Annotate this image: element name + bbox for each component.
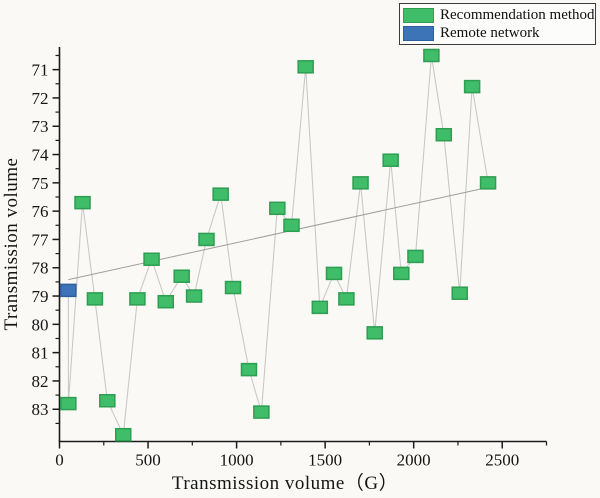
legend-swatch-blue bbox=[403, 25, 434, 41]
data-point-recommendation bbox=[325, 266, 343, 281]
data-point-remote bbox=[60, 283, 77, 298]
data-point-recommendation bbox=[115, 427, 132, 442]
data-point-recommendation bbox=[297, 60, 314, 74]
data-point-recommendation bbox=[143, 252, 160, 266]
y-tick-label: 74 bbox=[32, 146, 50, 165]
y-tick-label: 76 bbox=[32, 202, 49, 221]
data-point-recommendation bbox=[269, 201, 286, 216]
data-point-recommendation bbox=[352, 176, 369, 190]
x-axis-title: Transmission volume（G） bbox=[171, 473, 399, 494]
y-tick-label: 82 bbox=[32, 372, 49, 391]
y-axis-title: Transmission volume bbox=[1, 157, 22, 331]
data-point-recommendation bbox=[198, 232, 215, 247]
y-tick-label: 83 bbox=[32, 400, 49, 419]
y-tick-label: 77 bbox=[32, 230, 50, 249]
y-tick-label: 78 bbox=[32, 259, 49, 278]
x-tick-label: 2000 bbox=[397, 451, 431, 470]
y-tick-label: 79 bbox=[32, 287, 49, 306]
legend-swatch-green bbox=[403, 7, 434, 23]
legend-item-remote: Remote network bbox=[403, 24, 595, 42]
data-point-recommendation bbox=[240, 362, 258, 377]
data-point-recommendation bbox=[451, 286, 468, 300]
data-point-recommendation bbox=[129, 292, 146, 306]
data-point-recommendation bbox=[173, 269, 190, 283]
legend-item-recommendation: Recommendation method bbox=[403, 6, 595, 24]
data-point-recommendation bbox=[366, 326, 383, 340]
data-point-recommendation bbox=[157, 294, 175, 309]
data-point-recommendation bbox=[212, 187, 229, 201]
data-point-recommendation bbox=[253, 405, 270, 419]
data-point-recommendation bbox=[86, 292, 104, 306]
data-point-recommendation bbox=[74, 195, 91, 210]
data-point-recommendation bbox=[393, 266, 410, 281]
data-point-recommendation bbox=[283, 218, 300, 233]
y-tick-label: 81 bbox=[32, 344, 49, 363]
x-tick-label: 0 bbox=[55, 451, 64, 470]
trend-line bbox=[68, 186, 489, 281]
data-point-recommendation bbox=[224, 280, 242, 295]
x-tick-label: 1500 bbox=[308, 451, 342, 470]
legend-label: Remote network bbox=[440, 24, 540, 41]
data-point-recommendation bbox=[435, 127, 453, 142]
x-tick-label: 500 bbox=[135, 451, 161, 470]
x-tick-label: 1000 bbox=[220, 451, 254, 470]
legend: Recommendation method Remote network bbox=[399, 3, 596, 45]
data-point-recommendation bbox=[311, 300, 329, 315]
x-tick-label: 2500 bbox=[485, 451, 519, 470]
data-point-recommendation bbox=[463, 79, 481, 94]
data-point-recommendation bbox=[99, 393, 116, 408]
data-point-recommendation bbox=[423, 48, 440, 63]
y-tick-label: 72 bbox=[32, 89, 49, 108]
data-point-recommendation bbox=[185, 289, 203, 303]
series-connector-line bbox=[67, 55, 489, 437]
y-tick-label: 71 bbox=[32, 61, 49, 80]
data-point-recommendation bbox=[407, 249, 424, 264]
data-point-recommendation bbox=[60, 396, 77, 411]
data-point-recommendation bbox=[382, 153, 399, 167]
y-tick-label: 75 bbox=[32, 174, 49, 193]
y-tick-label: 80 bbox=[32, 315, 49, 334]
data-point-recommendation bbox=[479, 176, 497, 190]
y-tick-label: 73 bbox=[32, 117, 49, 136]
legend-label: Recommendation method bbox=[440, 6, 595, 23]
data-point-recommendation bbox=[338, 292, 355, 306]
